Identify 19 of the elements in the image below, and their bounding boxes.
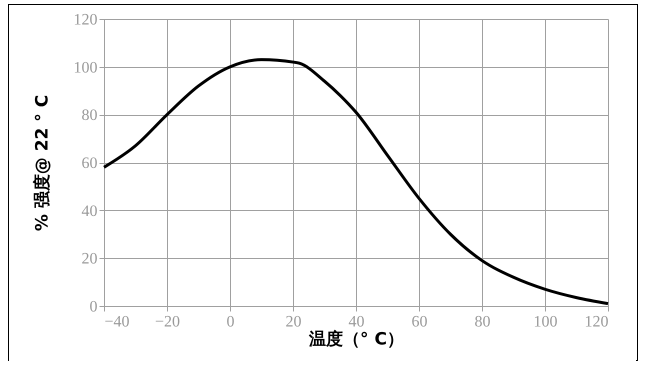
y-tick-label: 100 <box>74 59 98 76</box>
x-tick-label: 0 <box>226 314 234 330</box>
y-tick-label: 80 <box>82 107 98 124</box>
x-tick-label: −20 <box>154 314 180 330</box>
x-tick-label: −40 <box>104 314 130 330</box>
x-tick-label: 20 <box>286 314 302 330</box>
x-tick-label: 80 <box>474 314 490 330</box>
x-axis-title: 温度（° C） <box>308 330 404 350</box>
x-tick-label: 120 <box>584 314 608 330</box>
y-tick-label: 40 <box>82 202 98 220</box>
y-axis-title: % 强度@ 22 ° C <box>32 94 52 232</box>
y-tick-label: 20 <box>82 250 98 268</box>
line-series <box>102 58 610 306</box>
y-tick-label: 0 <box>90 298 98 316</box>
x-tick-label: 60 <box>412 314 428 330</box>
x-tick-label: 40 <box>348 314 364 330</box>
x-tick-label: 100 <box>534 314 558 330</box>
y-tick-label: 60 <box>82 155 98 172</box>
y-tick-label: 120 <box>74 12 98 28</box>
